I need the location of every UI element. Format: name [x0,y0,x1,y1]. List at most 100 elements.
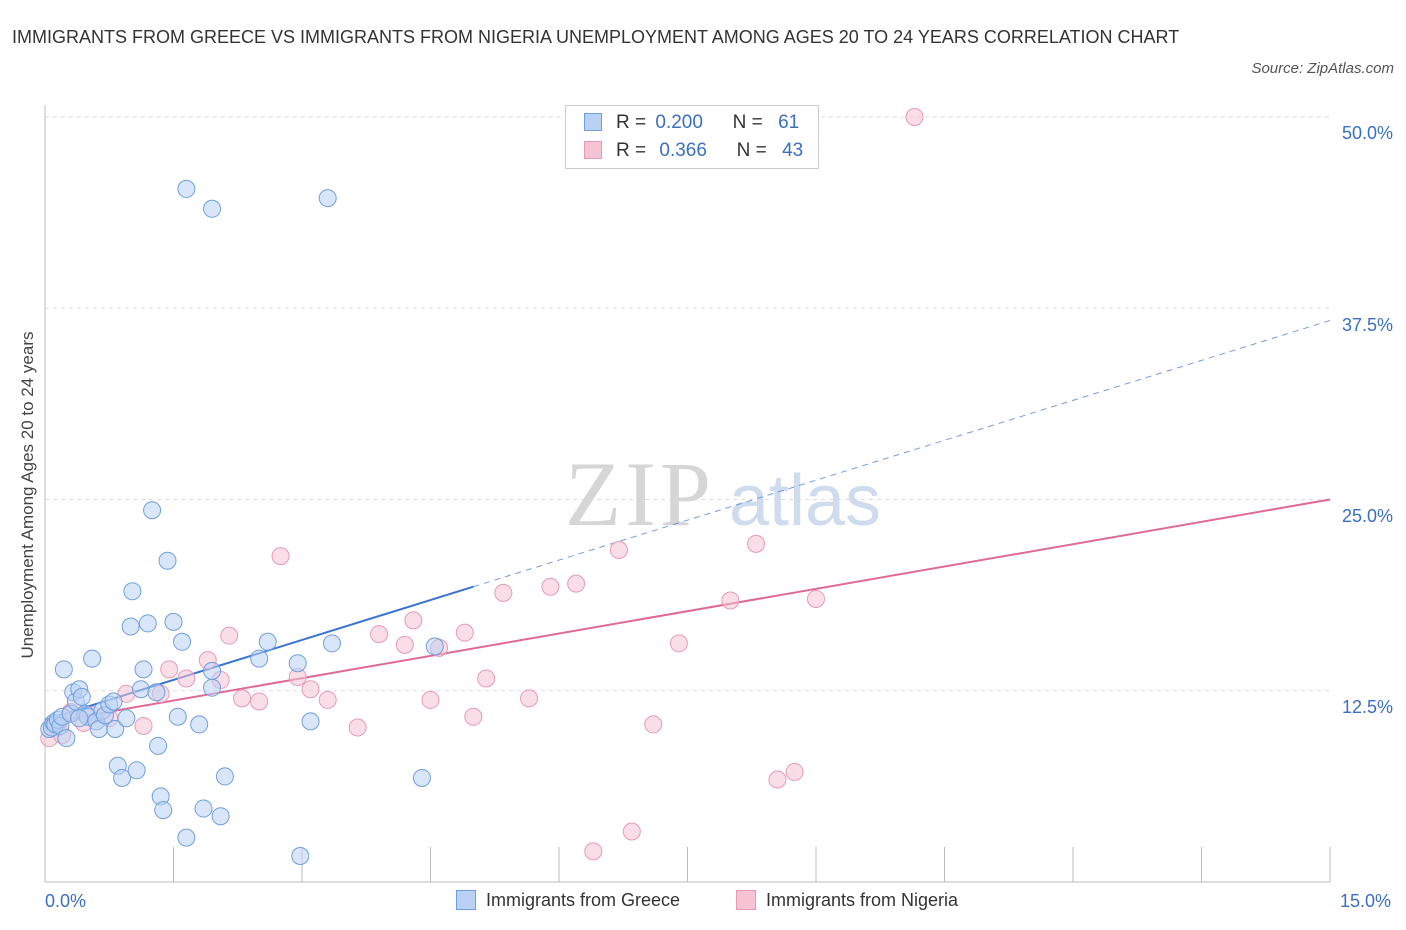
greece-point [117,709,136,728]
nigeria-n-label: N = [736,140,767,161]
greece-point [83,649,102,668]
nigeria-point [370,625,389,644]
nigeria-legend-label: Immigrants from Nigeria [766,890,959,910]
nigeria-point [622,822,641,841]
nigeria-point [134,716,153,735]
greece-point [194,799,213,818]
greece-point [134,660,153,679]
axes [44,105,1331,883]
nigeria-point [301,680,320,699]
greece-legend-swatch [456,890,476,910]
zipatlas-watermark: ZIP atlas [565,443,881,545]
greece-point [123,582,142,601]
nigeria-point [160,660,179,679]
nigeria-swatch [584,141,602,159]
nigeria-point [250,692,269,711]
greece-points [40,179,444,865]
nigeria-point [271,547,290,566]
nigeria-point [905,108,924,126]
nigeria-point [477,669,496,688]
chart-source: Source: ZipAtlas.com [1251,60,1394,77]
greece-point [158,551,177,570]
greece-point [121,617,140,636]
nigeria-point [768,770,787,789]
greece-r-label: R = [616,112,647,133]
greece-point [215,767,234,786]
nigeria-point [567,574,586,593]
nigeria-point [785,762,804,781]
greece-point [57,729,76,748]
greece-point [104,692,123,711]
y-tick-label: 37.5% [1341,315,1393,335]
greece-point [72,687,91,706]
greece-point [168,707,187,726]
greece-point [288,654,307,673]
stats-legend: R = 0.200 N = 61 R = 0.366 N = 43 [565,105,819,169]
greece-point [203,661,222,680]
x-axis-min-label: 0.0% [45,891,87,911]
nigeria-point [669,634,688,653]
greece-point [54,660,73,679]
nigeria-point [404,611,423,630]
greece-point [149,736,168,755]
y-tick-label: 12.5% [1341,697,1393,717]
nigeria-point [520,689,539,708]
nigeria-point [455,623,474,642]
nigeria-point [395,635,414,654]
greece-point [70,709,89,728]
greece-point [258,632,277,651]
greece-point [291,846,310,865]
greece-point [164,612,183,631]
greece-swatch [584,113,602,131]
nigeria-point [584,842,603,861]
greece-point [138,614,157,633]
nigeria-point [807,589,825,608]
greece-point [154,801,173,820]
greece-n-label: N = [732,112,763,133]
nigeria-point [318,690,337,709]
nigeria-point [721,591,740,610]
y-tick-label: 25.0% [1341,506,1393,526]
greece-point [147,683,166,702]
greece-point [412,768,431,787]
nigeria-point [644,715,663,734]
nigeria-n-value: 43 [782,140,804,161]
greece-point [190,715,209,734]
nigeria-r-value: 0.366 [659,140,707,161]
svg-text:atlas: atlas [729,461,881,541]
x-axis-max-label: 15.0% [1340,891,1392,911]
greece-point [113,768,132,787]
nigeria-point [747,534,766,553]
legend-row-nigeria: R = 0.366 N = 43 [584,140,803,166]
nigeria-trend-line [44,498,1331,724]
greece-legend-label: Immigrants from Greece [486,890,681,910]
nigeria-point [494,583,513,602]
greece-point [127,761,146,780]
nigeria-point [464,707,483,726]
greece-point [106,720,125,738]
greece-point [318,189,337,208]
greece-point [211,807,230,826]
y-tick-label: 50.0% [1341,123,1393,143]
nigeria-point [220,626,239,645]
nigeria-point [348,718,367,737]
greece-point [173,632,192,651]
nigeria-legend-swatch [736,890,756,910]
nigeria-point [541,577,560,596]
nigeria-point [177,669,196,688]
nigeria-point [609,540,628,559]
greece-point [250,649,269,668]
greece-point [131,680,150,699]
greece-r-value: 0.200 [655,112,703,133]
greece-point [143,501,162,520]
greece-point [177,179,196,198]
greece-n-value: 61 [778,112,800,133]
bottom-legend-greece: Immigrants from Greece [456,890,680,911]
greece-point [177,828,196,847]
greece-point [301,712,320,731]
legend-row-greece: R = 0.200 N = 61 [584,112,799,138]
greece-point [203,199,222,218]
chart-title: IMMIGRANTS FROM GREECE VS IMMIGRANTS FRO… [12,27,1180,47]
grid-lines [45,116,1330,692]
